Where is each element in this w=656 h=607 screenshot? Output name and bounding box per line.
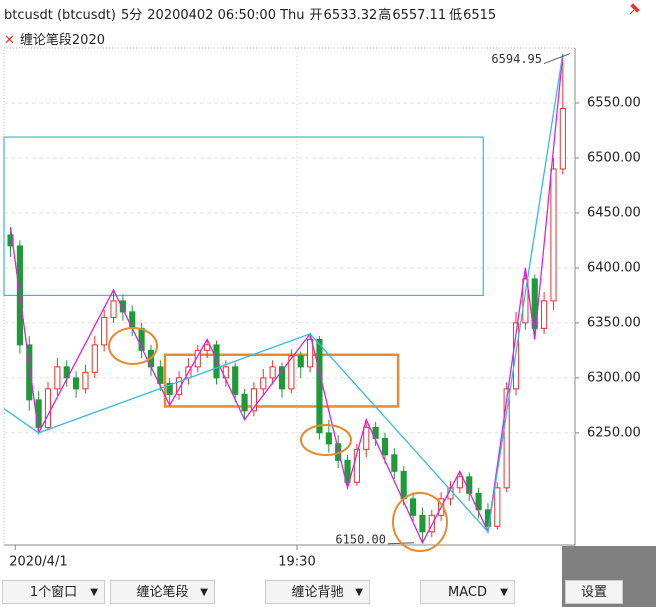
candle-body [260, 377, 267, 390]
candle-body [409, 498, 417, 516]
plot-frame [3, 47, 576, 546]
zone [3, 136, 484, 297]
button-label: 缠论背驰 [291, 585, 344, 600]
candle-body [232, 366, 239, 395]
open-label: 开 [309, 8, 323, 23]
candle-body [297, 355, 304, 368]
toolbar-button[interactable]: 设置 [565, 580, 623, 604]
candle-body [344, 459, 351, 483]
x-tick-label: 2020/4/1 [9, 555, 67, 570]
candle-body [456, 476, 463, 489]
y-tick-label: 6250.00 [587, 425, 641, 440]
candle-body [363, 426, 370, 450]
indicator-name: 缠论笔段2020 [19, 33, 105, 48]
candle-body [400, 470, 407, 500]
header: btcusdt (btcusdt) 5分 20200402 06:50:00 Thu… [4, 4, 501, 23]
candle-body [307, 338, 314, 368]
high: 6557.11 [392, 8, 447, 23]
y-tick-label: 6300.00 [587, 370, 641, 385]
candle-body [559, 107, 566, 170]
candle-body [54, 366, 61, 390]
candle-body [316, 338, 323, 434]
candle-body [381, 437, 389, 456]
toolbar-button[interactable]: MACD ▼ [420, 580, 515, 604]
toolbar-button[interactable]: 缠论笔段 ▼ [110, 580, 215, 604]
symbol: btcusdt (btcusdt) [4, 8, 116, 23]
button-label: 1个窗口 [29, 585, 78, 600]
candle-body [541, 300, 548, 329]
zone [163, 353, 400, 408]
candle-body [522, 278, 529, 324]
toolbar-button[interactable]: 1个窗口 ▼ [2, 580, 105, 604]
candle-body [550, 168, 557, 302]
toolbar-button[interactable]: 缠论背驰 ▼ [265, 580, 370, 604]
candle-body [250, 388, 258, 412]
button-label: 设置 [580, 585, 607, 600]
candle-body [26, 344, 33, 401]
candle-body [119, 300, 126, 313]
stroke-line [3, 53, 564, 534]
high-label: 高 [378, 8, 392, 23]
open: 6533.32 [323, 8, 378, 23]
y-tick-label: 6500.00 [587, 150, 641, 165]
annotation: 6594.95 [491, 52, 542, 66]
candle-body [353, 448, 360, 483]
highlight-circle [392, 492, 448, 552]
pin-icon[interactable] [629, 3, 640, 15]
candle-body [82, 371, 89, 390]
button-label: 缠论笔段 [136, 585, 189, 600]
candle-body [503, 388, 510, 489]
candle-body [419, 514, 426, 533]
button-label: MACD [448, 585, 487, 600]
candle-body [222, 366, 229, 379]
candle-body [475, 492, 482, 511]
stroke-line [9, 53, 564, 545]
candle-body [7, 234, 14, 247]
candle-body [241, 393, 248, 412]
candle-body [91, 344, 98, 373]
indicator: ✕ 缠论笔段2020 [4, 29, 105, 48]
y-tick-label: 6450.00 [587, 205, 641, 220]
candle-body [166, 382, 173, 395]
candle-body [44, 388, 52, 428]
period: 5分 [121, 8, 143, 23]
candle-body [101, 316, 108, 346]
candle-body [325, 432, 332, 445]
dropdown-arrow: ▼ [355, 587, 363, 598]
candle-body [175, 377, 183, 395]
low: 6515 [463, 8, 497, 23]
candle-body [531, 278, 538, 329]
candle-body [372, 426, 379, 439]
candle-body [110, 300, 117, 318]
candle-body [278, 366, 286, 390]
candle-body [157, 366, 164, 384]
candle-body [213, 344, 220, 379]
highlight-circle [300, 424, 352, 456]
candle-body [494, 487, 501, 527]
candle-body [204, 344, 211, 351]
datetime: 20200402 06:50:00 Thu [147, 8, 305, 23]
y-tick-label: 6550.00 [587, 95, 641, 110]
annotation-leader [543, 53, 571, 65]
candle-body [288, 355, 295, 390]
candle-body [391, 454, 398, 472]
y-tick-label: 6350.00 [587, 315, 641, 330]
dropdown-arrow: ▼ [500, 587, 508, 598]
candle-body [269, 366, 276, 379]
low-label: 低 [449, 8, 463, 23]
dropdown-arrow: ▼ [90, 587, 98, 598]
close-icon[interactable]: ✕ [4, 33, 15, 48]
x-tick-label: 19:30 [278, 555, 315, 570]
candle-body [194, 349, 201, 368]
highlight-circle [108, 327, 158, 365]
annotation: 6150.00 [335, 532, 386, 546]
y-tick-label: 6400.00 [587, 260, 641, 275]
candle-body [73, 377, 80, 390]
dropdown-arrow: ▼ [200, 587, 208, 598]
